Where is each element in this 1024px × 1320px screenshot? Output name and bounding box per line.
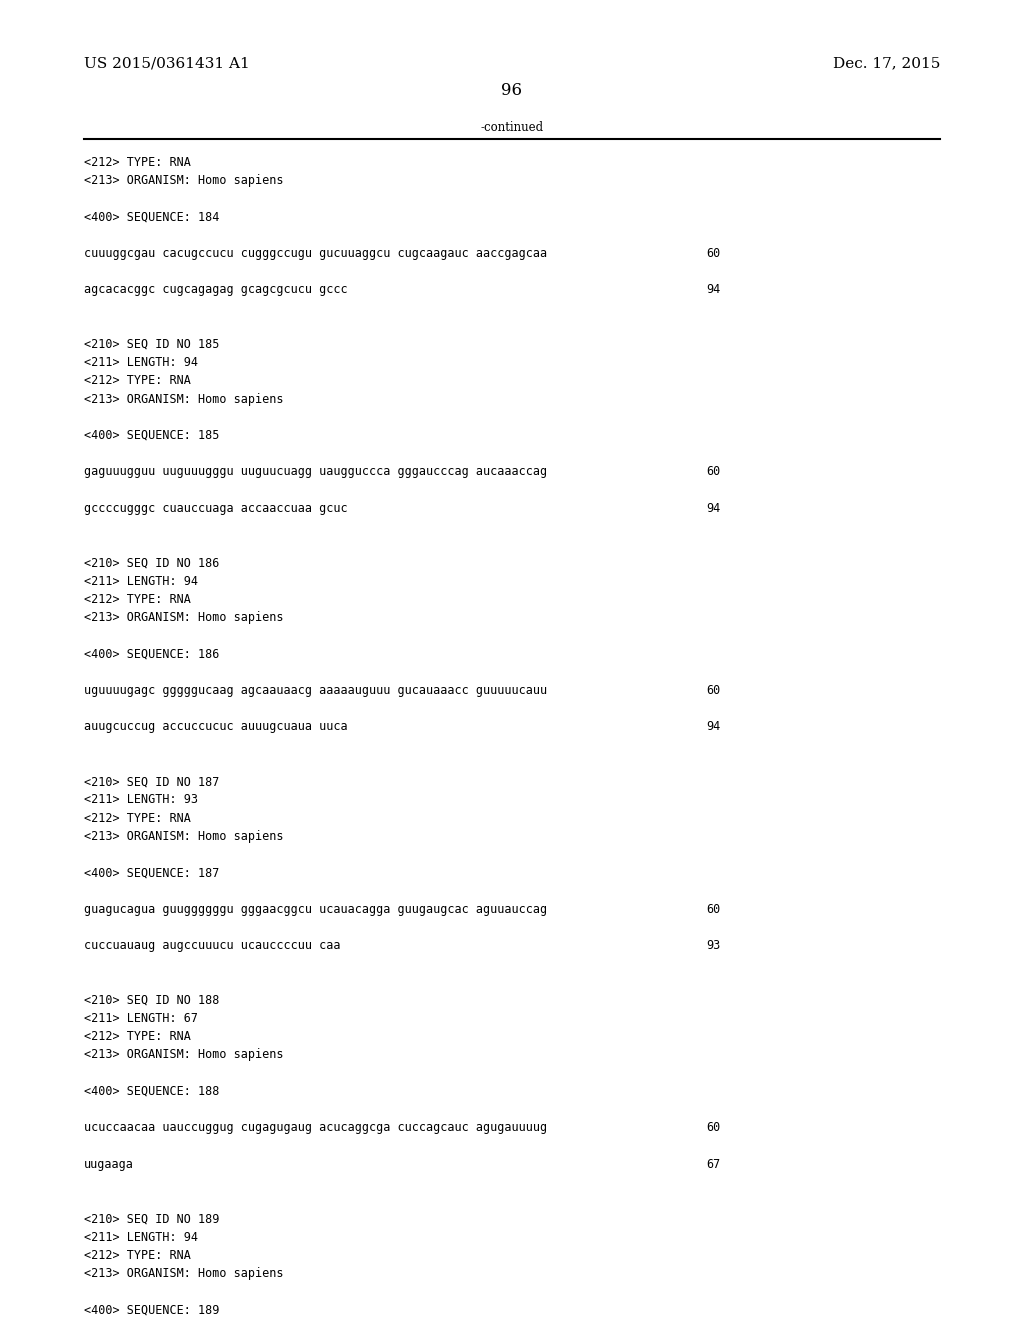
Text: <213> ORGANISM: Homo sapiens: <213> ORGANISM: Homo sapiens [84, 830, 284, 842]
Text: <400> SEQUENCE: 186: <400> SEQUENCE: 186 [84, 648, 219, 660]
Text: cuccuauaug augccuuucu ucauccccuu caa: cuccuauaug augccuuucu ucauccccuu caa [84, 939, 340, 952]
Text: <213> ORGANISM: Homo sapiens: <213> ORGANISM: Homo sapiens [84, 1048, 284, 1061]
Text: 94: 94 [707, 284, 721, 296]
Text: 67: 67 [707, 1158, 721, 1171]
Text: <213> ORGANISM: Homo sapiens: <213> ORGANISM: Homo sapiens [84, 1267, 284, 1280]
Text: Dec. 17, 2015: Dec. 17, 2015 [833, 57, 940, 71]
Text: <211> LENGTH: 67: <211> LENGTH: 67 [84, 1012, 198, 1024]
Text: 96: 96 [502, 82, 522, 99]
Text: <210> SEQ ID NO 185: <210> SEQ ID NO 185 [84, 338, 219, 351]
Text: <211> LENGTH: 94: <211> LENGTH: 94 [84, 356, 198, 370]
Text: -continued: -continued [480, 121, 544, 135]
Text: agcacacggc cugcagagag gcagcgcucu gccc: agcacacggc cugcagagag gcagcgcucu gccc [84, 284, 347, 296]
Text: <212> TYPE: RNA: <212> TYPE: RNA [84, 593, 190, 606]
Text: gaguuugguu uuguuugggu uuguucuagg uaugguccca gggaucccag aucaaaccag: gaguuugguu uuguuugggu uuguucuagg uaugguc… [84, 466, 547, 478]
Text: <211> LENGTH: 94: <211> LENGTH: 94 [84, 574, 198, 587]
Text: 60: 60 [707, 1121, 721, 1134]
Text: <400> SEQUENCE: 185: <400> SEQUENCE: 185 [84, 429, 219, 442]
Text: 94: 94 [707, 502, 721, 515]
Text: gccccugggc cuauccuaga accaaccuaa gcuc: gccccugggc cuauccuaga accaaccuaa gcuc [84, 502, 347, 515]
Text: 60: 60 [707, 684, 721, 697]
Text: <400> SEQUENCE: 187: <400> SEQUENCE: 187 [84, 866, 219, 879]
Text: <212> TYPE: RNA: <212> TYPE: RNA [84, 375, 190, 387]
Text: 94: 94 [707, 721, 721, 734]
Text: <210> SEQ ID NO 189: <210> SEQ ID NO 189 [84, 1212, 219, 1225]
Text: guagucagua guuggggggu gggaacggcu ucauacagga guugaugcac aguuauccag: guagucagua guuggggggu gggaacggcu ucauaca… [84, 903, 547, 916]
Text: <211> LENGTH: 93: <211> LENGTH: 93 [84, 793, 198, 807]
Text: <212> TYPE: RNA: <212> TYPE: RNA [84, 156, 190, 169]
Text: auugcuccug accuccucuc auuugcuaua uuca: auugcuccug accuccucuc auuugcuaua uuca [84, 721, 347, 734]
Text: <212> TYPE: RNA: <212> TYPE: RNA [84, 1249, 190, 1262]
Text: <400> SEQUENCE: 188: <400> SEQUENCE: 188 [84, 1085, 219, 1098]
Text: uugaaga: uugaaga [84, 1158, 134, 1171]
Text: <400> SEQUENCE: 184: <400> SEQUENCE: 184 [84, 210, 219, 223]
Text: <210> SEQ ID NO 186: <210> SEQ ID NO 186 [84, 557, 219, 569]
Text: <212> TYPE: RNA: <212> TYPE: RNA [84, 812, 190, 825]
Text: 60: 60 [707, 247, 721, 260]
Text: 93: 93 [707, 939, 721, 952]
Text: <210> SEQ ID NO 188: <210> SEQ ID NO 188 [84, 994, 219, 1007]
Text: 60: 60 [707, 466, 721, 478]
Text: <213> ORGANISM: Homo sapiens: <213> ORGANISM: Homo sapiens [84, 611, 284, 624]
Text: uguuuugagc gggggucaag agcaauaacg aaaaauguuu gucauaaacc guuuuucauu: uguuuugagc gggggucaag agcaauaacg aaaaaug… [84, 684, 547, 697]
Text: <212> TYPE: RNA: <212> TYPE: RNA [84, 1030, 190, 1043]
Text: <400> SEQUENCE: 189: <400> SEQUENCE: 189 [84, 1303, 219, 1316]
Text: <213> ORGANISM: Homo sapiens: <213> ORGANISM: Homo sapiens [84, 392, 284, 405]
Text: <210> SEQ ID NO 187: <210> SEQ ID NO 187 [84, 775, 219, 788]
Text: cuuuggcgau cacugccucu cugggccugu gucuuaggcu cugcaagauc aaccgagcaa: cuuuggcgau cacugccucu cugggccugu gucuuag… [84, 247, 547, 260]
Text: ucuccaacaa uauccuggug cugagugaug acucaggcga cuccagcauc agugauuuug: ucuccaacaa uauccuggug cugagugaug acucagg… [84, 1121, 547, 1134]
Text: <211> LENGTH: 94: <211> LENGTH: 94 [84, 1230, 198, 1243]
Text: <213> ORGANISM: Homo sapiens: <213> ORGANISM: Homo sapiens [84, 174, 284, 187]
Text: US 2015/0361431 A1: US 2015/0361431 A1 [84, 57, 250, 71]
Text: 60: 60 [707, 903, 721, 916]
